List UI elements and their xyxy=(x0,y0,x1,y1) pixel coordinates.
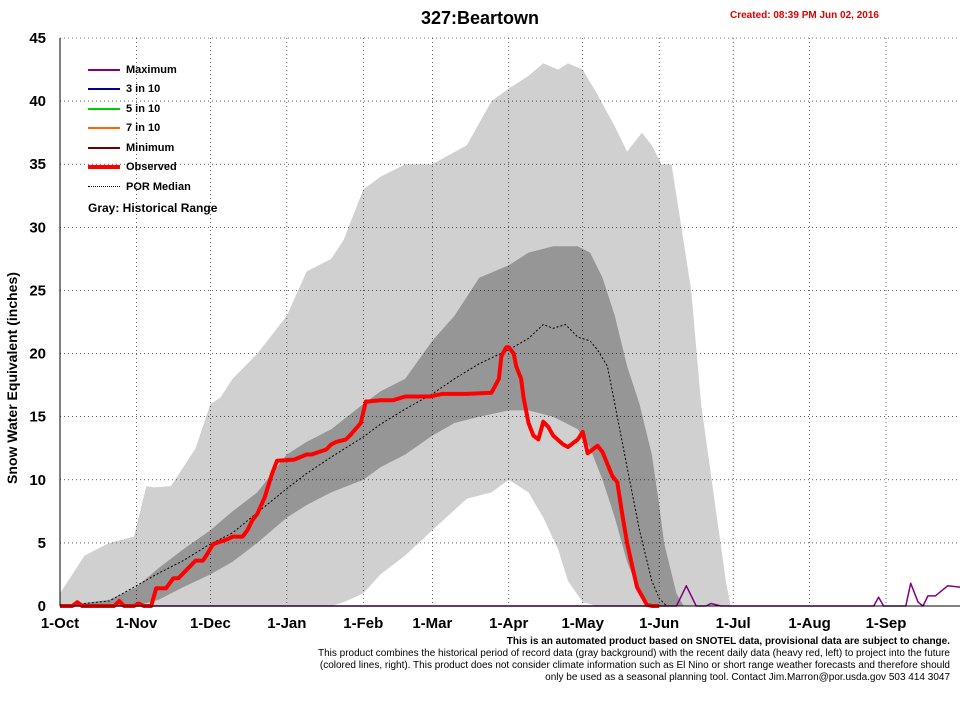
legend-swatch xyxy=(88,88,120,91)
axes xyxy=(59,38,960,607)
x-tick-label: 1-Jun xyxy=(639,615,679,632)
legend-label: Maximum xyxy=(126,63,177,76)
legend-note: Gray: Historical Range xyxy=(88,200,218,215)
legend-swatch xyxy=(88,127,120,130)
legend-label: Observed xyxy=(126,161,177,174)
x-tick-label: 1-Aug xyxy=(788,615,831,632)
legend-item: 3 in 10 xyxy=(88,80,217,100)
legend-item: Maximum xyxy=(88,60,217,80)
created-timestamp: Created: 08:39 PM Jun 02, 2016 xyxy=(730,10,879,21)
x-tick-label: 1-Oct xyxy=(41,615,79,632)
y-tick-label: 30 xyxy=(29,219,46,236)
y-tick-label: 35 xyxy=(29,156,46,173)
legend-item: POR Median xyxy=(88,177,217,197)
y-axis-label: Snow Water Equivalent (inches) xyxy=(4,272,20,484)
y-tick-label: 0 xyxy=(38,598,46,615)
legend-swatch xyxy=(88,186,120,188)
legend-label: 3 in 10 xyxy=(126,83,161,96)
y-tick-label: 20 xyxy=(29,346,46,363)
footer-body: This product combines the historical per… xyxy=(318,648,950,683)
tick-labels: 0 5 10 15 20 25 30 35 40 45 1-Oct 1-Nov 1-Dec 1-Jan 1-… xyxy=(29,30,906,632)
legend-item: Minimum xyxy=(88,138,217,158)
x-tick-label: 1-Nov xyxy=(116,615,158,632)
legend-label: Minimum xyxy=(126,141,175,154)
x-tick-label: 1-May xyxy=(561,615,604,632)
legend-swatch xyxy=(88,165,120,170)
legend-swatch xyxy=(88,68,120,71)
y-tick-label: 25 xyxy=(29,282,46,299)
x-tick-label: 1-Jan xyxy=(267,615,306,632)
footer-lead: This is an automated product based on SN… xyxy=(506,636,950,647)
y-tick-label: 45 xyxy=(29,30,46,47)
x-tick-label: 1-Mar xyxy=(412,615,452,632)
x-tick-label: 1-Jul xyxy=(716,615,751,632)
footer-disclaimer: This is an automated product based on SN… xyxy=(310,636,950,684)
legend-label: 7 in 10 xyxy=(126,122,161,135)
legend-label: 5 in 10 xyxy=(126,102,161,115)
legend-label: POR Median xyxy=(126,180,191,193)
y-tick-label: 15 xyxy=(29,409,46,426)
y-tick-label: 40 xyxy=(29,93,46,110)
historical-range-band xyxy=(60,63,731,606)
y-tick-label: 10 xyxy=(29,472,46,489)
legend: Maximum 3 in 10 5 in 10 7 in 10 Minimum Obser… xyxy=(88,60,217,215)
series-line-maximum xyxy=(60,582,960,607)
legend-item: 5 in 10 xyxy=(88,99,217,119)
x-tick-label: 1-Apr xyxy=(489,615,528,632)
historical-range-bands xyxy=(60,63,731,607)
y-tick-label: 5 xyxy=(38,535,46,552)
inner-range-band xyxy=(60,246,684,607)
legend-swatch xyxy=(88,107,120,110)
series-lines xyxy=(59,324,960,608)
legend-swatch xyxy=(88,146,120,149)
chart-title: 327:Beartown xyxy=(420,8,540,28)
legend-item: Observed xyxy=(88,158,217,178)
x-tick-label: 1-Feb xyxy=(343,615,383,632)
series-line-observed xyxy=(60,345,660,608)
x-tick-label: 1-Dec xyxy=(190,615,231,632)
x-tick-label: 1-Sep xyxy=(866,615,907,632)
legend-item: 7 in 10 xyxy=(88,119,217,139)
